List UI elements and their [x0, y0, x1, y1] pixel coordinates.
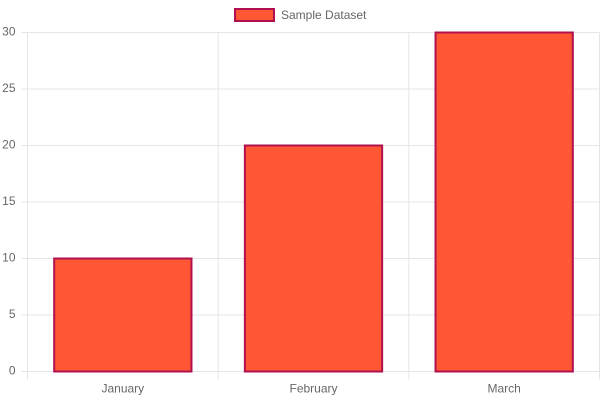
- x-tick-label: March: [487, 382, 520, 396]
- y-tick-label: 25: [2, 81, 16, 95]
- legend-label: Sample Dataset: [281, 8, 367, 22]
- y-tick-label: 20: [2, 138, 16, 152]
- y-tick-label: 0: [9, 364, 16, 378]
- bar: [53, 257, 193, 373]
- bar: [243, 144, 384, 373]
- y-tick-label: 15: [2, 194, 16, 208]
- x-tick-label: January: [101, 382, 144, 396]
- x-tick-label: February: [289, 382, 337, 396]
- y-tick-label: 30: [2, 25, 16, 39]
- bar: [434, 31, 574, 373]
- y-tick-label: 10: [2, 251, 16, 265]
- y-tick-label: 5: [9, 307, 16, 321]
- legend-swatch: [234, 8, 275, 22]
